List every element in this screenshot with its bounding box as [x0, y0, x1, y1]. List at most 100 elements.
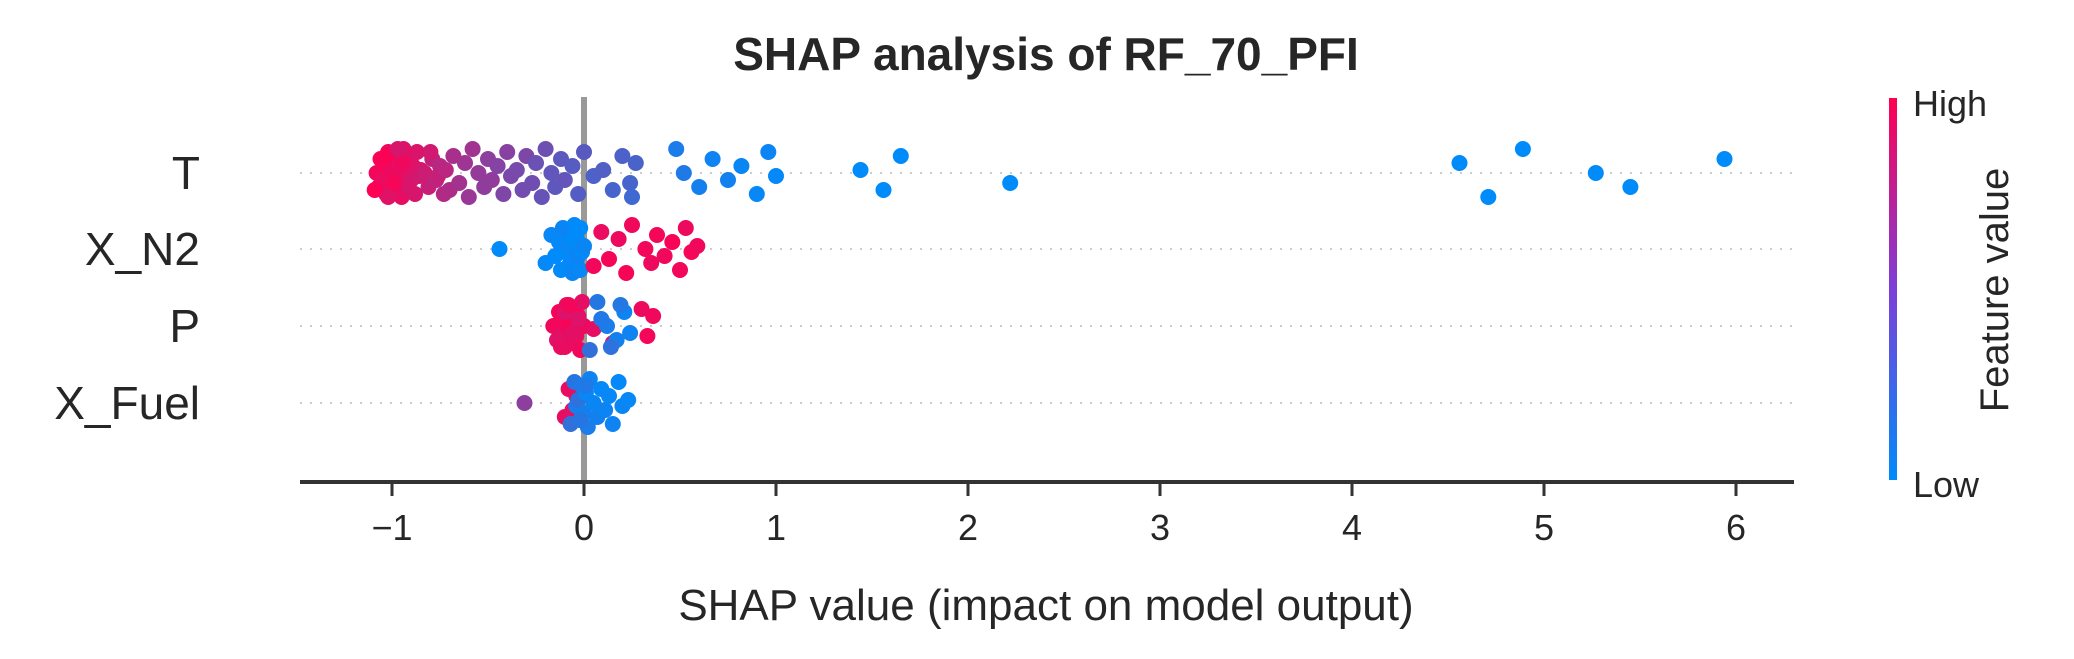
- shap-point-t: [445, 148, 462, 164]
- shap-point-t: [595, 162, 612, 178]
- shap-point-x_n2: [593, 224, 610, 240]
- x-tick-label: 2: [958, 507, 978, 548]
- shap-point-x_fuel: [604, 416, 621, 432]
- shap-point-x_fuel: [516, 395, 533, 411]
- shap-point-t: [691, 179, 708, 195]
- shap-point-t: [422, 144, 439, 160]
- shap-point-x_n2: [576, 238, 592, 254]
- shap-point-t: [524, 175, 541, 191]
- shap-point-x_n2: [664, 234, 681, 250]
- shap-point-t: [1451, 155, 1468, 171]
- shap-point-t: [570, 186, 587, 202]
- shap-point-t: [437, 162, 454, 178]
- x-tick-label: 3: [1150, 507, 1170, 548]
- x-tick-label: 5: [1534, 507, 1554, 548]
- shap-point-p: [553, 339, 569, 355]
- shap-point-t: [380, 189, 397, 205]
- shap-point-p: [633, 301, 650, 317]
- shap-point-p: [564, 325, 581, 341]
- shap-point-t: [483, 172, 500, 188]
- shap-point-x_fuel: [620, 392, 637, 408]
- feature-labels: T X_N2 P X_Fuel: [54, 147, 200, 429]
- shap-point-p: [602, 339, 619, 355]
- shap-point-t: [470, 165, 487, 181]
- shap-point-x_n2: [677, 220, 694, 236]
- shap-point-t: [385, 175, 402, 191]
- shap-point-t: [508, 162, 525, 178]
- shap-point-x_n2: [572, 220, 589, 236]
- colorbar-high-label: High: [1913, 83, 1987, 124]
- shap-point-x_fuel: [585, 395, 602, 411]
- shap-point-t: [416, 165, 433, 181]
- shap-point-x_fuel: [601, 388, 617, 404]
- shap-point-x_n2: [491, 241, 508, 257]
- shap-point-t: [537, 141, 554, 157]
- shap-point-x_n2: [689, 238, 706, 254]
- shap-point-t: [622, 175, 639, 191]
- shap-point-t: [564, 158, 581, 174]
- shap-point-p: [589, 294, 606, 310]
- shap-point-t: [407, 186, 423, 202]
- feature-label-t: T: [172, 147, 200, 199]
- shap-point-t: [1716, 151, 1733, 167]
- x-tick-label: 1: [766, 507, 786, 548]
- shap-point-x_n2: [585, 258, 602, 274]
- shap-point-x_n2: [601, 251, 617, 267]
- feature-row-guides: [300, 172, 1794, 404]
- shap-point-t: [748, 186, 765, 202]
- shap-point-x_fuel: [610, 374, 627, 390]
- shap-point-p: [581, 342, 598, 358]
- shap-point-t: [528, 155, 544, 171]
- shap-point-p: [639, 328, 656, 344]
- shap-point-t: [1514, 141, 1531, 157]
- shap-point-p: [574, 294, 591, 310]
- shap-point-x_n2: [624, 217, 640, 233]
- shap-point-t: [464, 141, 481, 157]
- shap-point-t: [1002, 175, 1019, 191]
- shap-point-p: [622, 325, 639, 341]
- shap-point-t: [460, 189, 477, 205]
- shap-point-t: [553, 151, 569, 167]
- shap-point-t: [720, 172, 736, 188]
- shap-point-x_n2: [637, 241, 654, 257]
- shap-point-p: [593, 311, 610, 327]
- shap-point-t: [366, 182, 383, 198]
- shap-point-t: [533, 189, 550, 205]
- x-tick-label: 6: [1726, 507, 1746, 548]
- shap-point-t: [1622, 179, 1639, 195]
- shap-point-t: [499, 144, 516, 160]
- shap-point-t: [733, 158, 750, 174]
- shap-point-t: [668, 141, 685, 157]
- shap-point-p: [645, 308, 662, 324]
- shap-point-t: [543, 165, 560, 181]
- shap-point-p: [612, 297, 629, 313]
- shap-point-t: [614, 148, 631, 164]
- shap-point-x_n2: [656, 248, 673, 264]
- shap-point-t: [495, 186, 512, 202]
- feature-label-p: P: [169, 300, 200, 352]
- colorbar-low-label: Low: [1913, 464, 1980, 505]
- x-tick-label: −1: [371, 507, 412, 548]
- shap-point-x_n2: [610, 231, 627, 247]
- shap-point-t: [675, 165, 692, 181]
- shap-point-x_n2: [618, 265, 635, 281]
- x-axis-label: SHAP value (impact on model output): [678, 581, 1413, 630]
- x-axis-ticks: −1 0 1 2 3 4 5 6: [371, 482, 1746, 548]
- shap-point-x_n2: [649, 227, 665, 243]
- shap-point-t: [1587, 165, 1604, 181]
- shap-point-p: [560, 297, 577, 313]
- colorbar: [1889, 98, 1897, 480]
- shap-point-t: [556, 172, 573, 188]
- shap-point-t: [451, 175, 468, 191]
- x-tick-label: 4: [1342, 507, 1362, 548]
- shap-point-t: [1480, 189, 1497, 205]
- feature-label-x_fuel: X_Fuel: [54, 377, 200, 429]
- shap-point-t: [389, 141, 406, 157]
- shap-point-t: [393, 155, 410, 171]
- shap-point-t: [760, 144, 777, 160]
- shap-point-x_n2: [672, 262, 688, 278]
- shap-point-t: [892, 148, 909, 164]
- shap-point-t: [576, 144, 592, 160]
- feature-label-x_n2: X_N2: [85, 223, 200, 275]
